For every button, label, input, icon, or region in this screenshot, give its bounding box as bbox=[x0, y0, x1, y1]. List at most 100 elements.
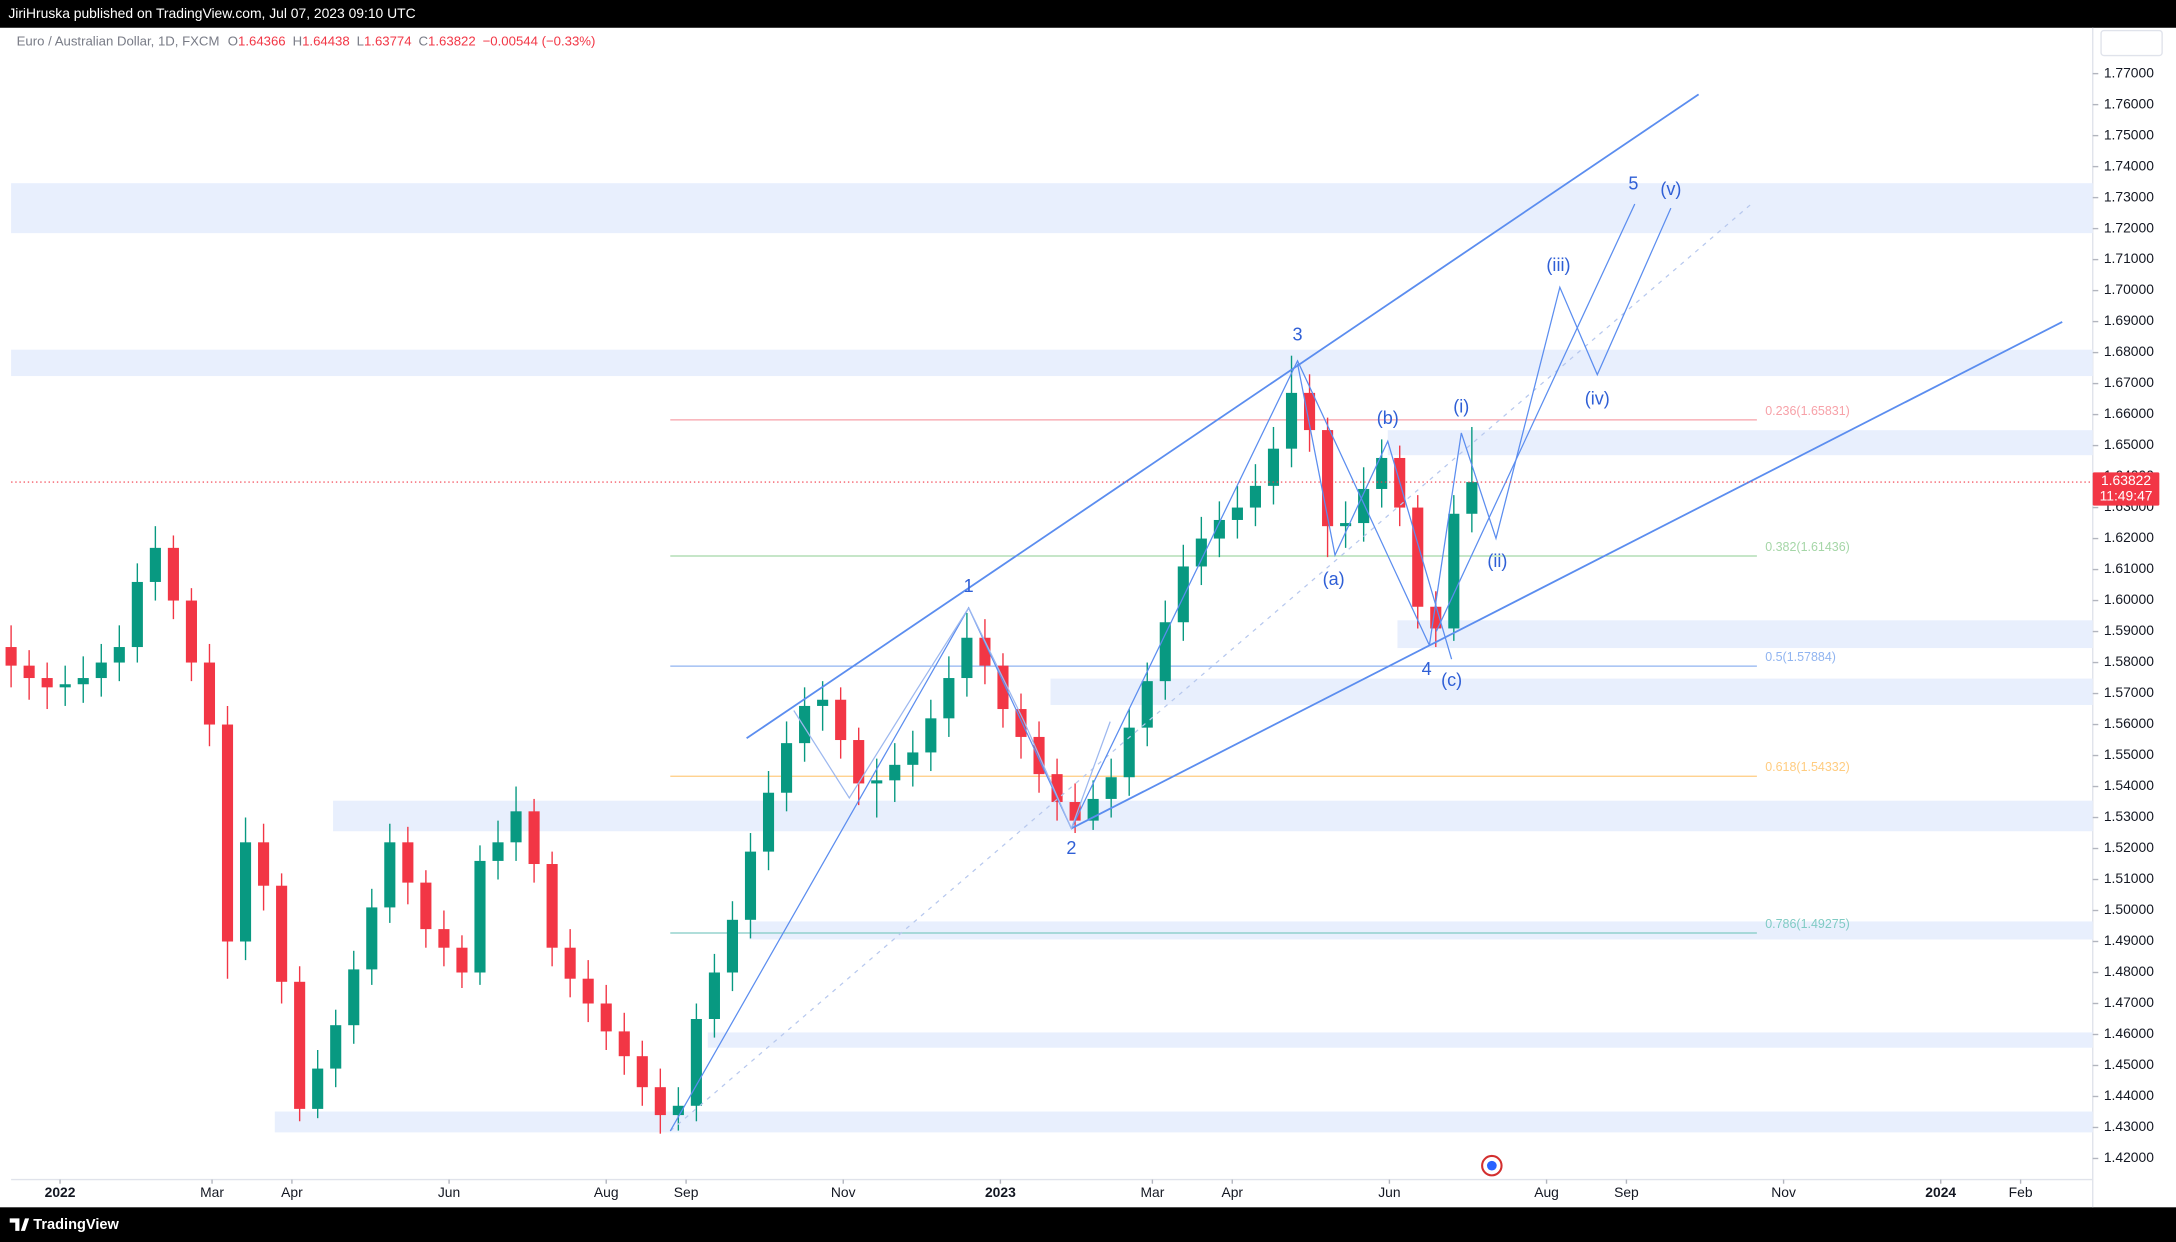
y-tick-label: 1.55000 bbox=[2104, 746, 2154, 762]
y-tick-label: 1.42000 bbox=[2104, 1149, 2154, 1165]
y-tick-label: 1.76000 bbox=[2104, 95, 2154, 111]
fib-label: 0.236(1.65831) bbox=[1765, 404, 1850, 418]
wave-label: (a) bbox=[1323, 569, 1345, 589]
candle-body bbox=[672, 1105, 684, 1116]
candle-body bbox=[618, 1031, 630, 1057]
candle-body bbox=[1466, 482, 1478, 514]
y-tick-label: 1.68000 bbox=[2104, 343, 2154, 359]
candle-body bbox=[294, 981, 306, 1109]
wave-label: (ii) bbox=[1487, 551, 1507, 571]
y-tick-label: 1.47000 bbox=[2104, 994, 2154, 1010]
candle-body bbox=[925, 718, 937, 753]
y-tick-label: 1.54000 bbox=[2104, 777, 2154, 793]
candle-body bbox=[149, 547, 161, 582]
candle-body bbox=[1195, 538, 1207, 567]
wave-label: (iii) bbox=[1546, 255, 1570, 275]
candle-body bbox=[474, 860, 486, 973]
x-tick-label: Jun bbox=[1378, 1184, 1400, 1200]
wave-1-path bbox=[793, 607, 970, 800]
wave-5-path bbox=[1435, 203, 1636, 632]
x-tick-label: Mar bbox=[200, 1184, 224, 1200]
candle-body bbox=[744, 851, 757, 920]
candle-body bbox=[1358, 488, 1370, 524]
y-tick-label: 1.73000 bbox=[2104, 188, 2154, 204]
x-tick-label: Nov bbox=[831, 1184, 856, 1200]
candle-body bbox=[1123, 727, 1135, 778]
wave-label: (i) bbox=[1453, 397, 1469, 417]
ohlc-key: O bbox=[228, 34, 238, 49]
top-bar bbox=[0, 0, 2176, 28]
fib-retracement: 0.236(1.65831) 0.382(1.61436) 0.5(1.57884)… bbox=[670, 404, 1850, 934]
candle-body bbox=[366, 907, 378, 970]
zone bbox=[1397, 620, 2093, 649]
abc-path bbox=[1296, 363, 1453, 660]
candle-body bbox=[1231, 507, 1243, 520]
sub-wave-path bbox=[1428, 207, 1672, 646]
candle-body bbox=[690, 1018, 702, 1106]
y-tick-label: 1.70000 bbox=[2104, 281, 2154, 297]
candle-body bbox=[889, 764, 901, 781]
channel-upper bbox=[746, 93, 1700, 740]
candle-body bbox=[1448, 513, 1460, 629]
candle-body bbox=[5, 647, 17, 666]
settings-box[interactable] bbox=[2100, 29, 2163, 57]
y-tick-label: 1.59000 bbox=[2104, 622, 2154, 638]
y-tick-label: 1.74000 bbox=[2104, 157, 2154, 173]
zone bbox=[749, 921, 2093, 940]
ohlc-value: 1.63774 bbox=[364, 34, 412, 49]
candles bbox=[5, 355, 1478, 1134]
x-tick-label: Jun bbox=[438, 1184, 460, 1200]
channel-lower bbox=[1070, 321, 2063, 830]
zone bbox=[274, 1111, 2093, 1133]
wave-label: (v) bbox=[1660, 179, 1681, 199]
wave-label: 3 bbox=[1293, 325, 1303, 345]
zone bbox=[333, 800, 2093, 832]
y-tick-label: 1.52000 bbox=[2104, 839, 2154, 855]
zone bbox=[11, 349, 2093, 377]
y-tick-label: 1.51000 bbox=[2104, 870, 2154, 886]
y-tick-label: 1.43000 bbox=[2104, 1118, 2154, 1134]
candle-body bbox=[59, 684, 71, 688]
x-tick-label: Mar bbox=[1140, 1184, 1164, 1200]
wave-labels: 1 2 3 4 5 (a) (b) (c) (i) (ii) (iii) (iv) (v) bbox=[964, 173, 1682, 858]
candle-body bbox=[762, 792, 775, 852]
y-tick-label: 1.77000 bbox=[2104, 64, 2154, 80]
y-tick-label: 1.61000 bbox=[2104, 560, 2154, 576]
candle-body bbox=[1087, 798, 1099, 821]
candle-body bbox=[203, 662, 216, 725]
ohlc-value: 1.64438 bbox=[302, 34, 350, 49]
candle-body bbox=[726, 919, 739, 973]
candle-body bbox=[330, 1025, 342, 1069]
axes: 1.42000 1.43000 1.44000 1.45000 1.46000 1.470… bbox=[11, 64, 2160, 1200]
candle-body bbox=[600, 1003, 612, 1032]
candle-body bbox=[276, 885, 288, 982]
candle-body bbox=[1159, 622, 1171, 682]
candle-body bbox=[582, 978, 594, 1004]
countdown: 11:49:47 bbox=[2100, 487, 2153, 503]
candle-body bbox=[1412, 507, 1424, 607]
y-tick-label: 1.62000 bbox=[2104, 529, 2154, 545]
candle-body bbox=[113, 647, 125, 663]
wave-drawings bbox=[669, 93, 2063, 1132]
brand: TradingView bbox=[33, 1217, 119, 1233]
y-tick-label: 1.46000 bbox=[2104, 1025, 2154, 1041]
candle-body bbox=[1376, 457, 1388, 489]
candle-body bbox=[528, 811, 540, 865]
candle-body bbox=[348, 969, 360, 1026]
events-icon[interactable] bbox=[1481, 1154, 1503, 1177]
ohlc-value: 1.64366 bbox=[238, 34, 286, 49]
x-tick-label: Apr bbox=[281, 1184, 303, 1200]
x-tick-label: 2024 bbox=[1925, 1184, 1956, 1200]
candle-body bbox=[943, 678, 955, 719]
candle-body bbox=[799, 705, 811, 744]
candle-body bbox=[564, 947, 576, 979]
candle-body bbox=[384, 842, 396, 908]
y-tick-label: 1.66000 bbox=[2104, 405, 2154, 421]
y-tick-label: 1.65000 bbox=[2104, 436, 2154, 452]
candle-body bbox=[1177, 566, 1189, 623]
candle-body bbox=[510, 811, 522, 843]
candle-body bbox=[492, 842, 504, 861]
candle-body bbox=[312, 1068, 324, 1109]
